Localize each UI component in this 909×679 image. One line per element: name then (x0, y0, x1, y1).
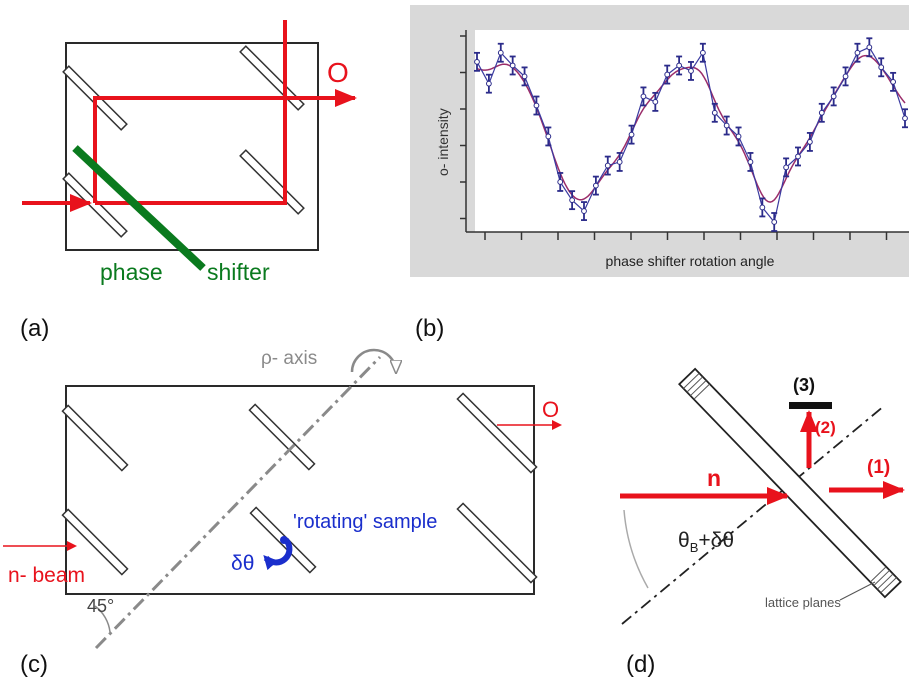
n-label: n (707, 465, 721, 491)
output-o-label: O (327, 57, 349, 88)
n-beam-label: n- beam (8, 564, 85, 587)
panel-a-label: (a) (20, 315, 49, 342)
data-point (652, 91, 659, 112)
data-point (592, 175, 599, 196)
panel-c-label: (c) (20, 651, 48, 678)
data-point (866, 37, 873, 58)
output-o-label: O (542, 397, 559, 422)
data-point (557, 172, 564, 192)
rho-axis-label: ρ- axis (261, 348, 317, 369)
data-point (854, 42, 861, 63)
crystal-slab (456, 392, 538, 474)
angle-arc (94, 605, 111, 633)
phase-label: phase (100, 259, 163, 285)
data-point (747, 152, 754, 172)
bragg-reference-line (621, 405, 885, 625)
dtheta-rotation-arrow (263, 537, 293, 571)
detector-3 (789, 402, 832, 409)
data-point (533, 95, 540, 116)
data-point (783, 157, 790, 178)
data-point (735, 126, 742, 147)
rho-axis-line (94, 355, 382, 650)
interferometer-frame (65, 42, 319, 251)
data-point (759, 197, 766, 218)
out1-label: (1) (867, 457, 890, 478)
data-point (664, 64, 671, 85)
data-point (830, 86, 837, 107)
y-axis-label: o- intensity (435, 108, 451, 176)
data-point (497, 42, 504, 63)
data-point (688, 61, 694, 81)
data-point (711, 102, 718, 123)
crystal-slab (239, 149, 305, 215)
planes-pointer (839, 581, 876, 601)
rotation-pivot (280, 536, 288, 544)
beam-path-upper (95, 20, 287, 205)
data-point (795, 146, 801, 167)
bragg-angle-label: θB+δθ (678, 529, 734, 555)
data-point (806, 132, 813, 152)
bragg-angle-arc (623, 509, 649, 589)
lattice-planes-label: lattice planes (765, 595, 841, 610)
panel-c: ρ- axis 45° n- beam O 'rotating' sample … (3, 348, 562, 678)
plot-area (475, 30, 909, 232)
panel-a: O phase shifter (a) (20, 20, 357, 342)
data-point (723, 115, 730, 136)
panel-b-label: (b) (415, 315, 444, 342)
data-point (902, 108, 908, 129)
data-point (890, 71, 897, 92)
data-point (581, 201, 587, 221)
crystal-slab (61, 404, 129, 472)
interferometer-frame (65, 385, 535, 595)
data-point (676, 55, 683, 76)
data-point (509, 55, 516, 76)
data-point (771, 212, 778, 232)
data-point (878, 57, 885, 78)
data-point (604, 155, 611, 176)
crystal-slab (248, 403, 316, 471)
data-point (699, 42, 706, 63)
data-point (474, 51, 480, 72)
data-point (569, 190, 576, 211)
crystal-slab (456, 502, 538, 584)
lattice-planes-hatch (683, 372, 897, 594)
y-ticks (460, 35, 466, 220)
panel-b: o- intensity phase shifter rotation angl… (410, 5, 909, 342)
data-point (545, 126, 552, 147)
data-points (474, 37, 908, 232)
crystal-slab (61, 508, 129, 576)
data-point (842, 66, 849, 87)
dtheta-label: δθ (231, 552, 254, 575)
rotating-sample-label: 'rotating' sample (293, 511, 437, 533)
out3-label: (3) (793, 375, 815, 395)
panel-d: n (1) (2) (3) θB+δθ lattice planes (d) (620, 367, 905, 678)
rho-rotation-arrow (350, 348, 396, 372)
angle-45-label: 45° (87, 596, 114, 616)
data-point (640, 86, 647, 107)
crystal-slab (239, 45, 305, 111)
data-point (616, 152, 623, 172)
shifter-label: shifter (207, 259, 270, 285)
x-axis-label: phase shifter rotation angle (606, 253, 775, 269)
phase-shifter-plate (72, 145, 206, 271)
out2-label: (2) (815, 418, 836, 437)
data-point (628, 124, 635, 145)
data-point (485, 73, 492, 94)
data-point (818, 102, 825, 123)
data-point (521, 66, 528, 87)
panel-d-label: (d) (626, 651, 655, 678)
beam-path-lower (93, 96, 285, 203)
x-ticks (484, 232, 888, 240)
